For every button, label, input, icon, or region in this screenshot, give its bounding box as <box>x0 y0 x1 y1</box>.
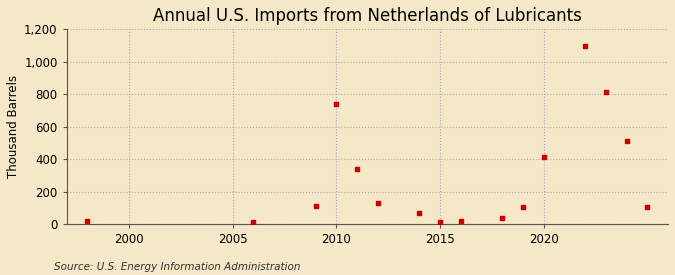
Point <box>414 211 425 216</box>
Point <box>601 90 612 94</box>
Point <box>538 155 549 159</box>
Point <box>621 139 632 144</box>
Text: Source: U.S. Energy Information Administration: Source: U.S. Energy Information Administ… <box>54 262 300 272</box>
Point <box>580 44 591 48</box>
Point <box>373 201 383 205</box>
Point <box>497 215 508 220</box>
Y-axis label: Thousand Barrels: Thousand Barrels <box>7 75 20 178</box>
Point <box>435 220 446 225</box>
Point <box>310 204 321 208</box>
Point <box>642 205 653 209</box>
Point <box>82 219 92 223</box>
Title: Annual U.S. Imports from Netherlands of Lubricants: Annual U.S. Imports from Netherlands of … <box>153 7 582 25</box>
Point <box>331 102 342 106</box>
Point <box>518 205 529 209</box>
Point <box>352 167 362 171</box>
Point <box>455 219 466 223</box>
Point <box>248 220 259 225</box>
